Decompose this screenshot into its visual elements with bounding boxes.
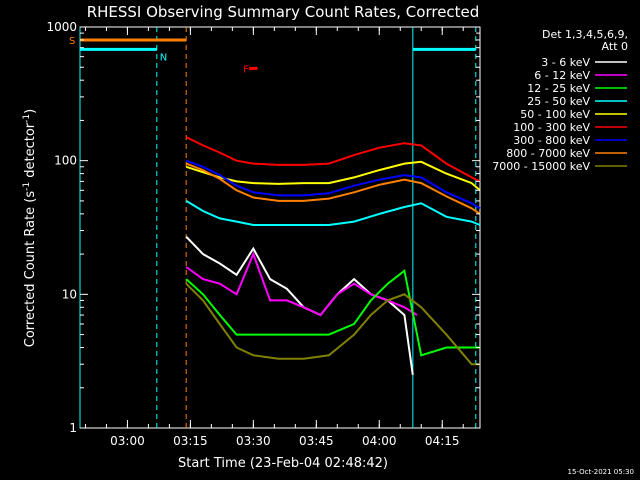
series-line [185, 251, 418, 317]
x-axis: 03:00 03:15 03:30 03:45 04:00 04:15 [84, 27, 464, 448]
series-line [185, 136, 481, 183]
series-line [185, 269, 480, 357]
plot-border [79, 26, 481, 429]
legend-header-line2: Att 0 [602, 40, 628, 53]
legend-label: 25 - 50 keV [527, 95, 590, 108]
y-axis-label: Corrected Count Rate (s-1 detector-1) [22, 109, 38, 347]
x-tick-label: 03:15 [173, 434, 208, 448]
y-tick-label: 1000 [46, 20, 77, 34]
legend-label: 7000 - 15000 keV [492, 160, 590, 173]
series-line [185, 162, 481, 215]
legend-label: 6 - 12 keV [534, 69, 590, 82]
series-line [185, 200, 481, 226]
y-tick-label: 100 [54, 154, 77, 168]
x-tick-label: 03:45 [299, 434, 334, 448]
x-tick-label: 04:15 [425, 434, 460, 448]
legend-label: 50 - 100 keV [520, 108, 590, 121]
series-line [185, 159, 481, 210]
chart-title: RHESSI Observing Summary Count Rates, Co… [87, 3, 480, 21]
legend-label: 100 - 300 keV [513, 121, 590, 134]
y-axis: 1 10 100 1000 [46, 20, 480, 435]
plot-frame [79, 26, 481, 429]
legend-label: 800 - 7000 keV [506, 147, 590, 160]
y-tick-label: 1 [69, 421, 77, 435]
legend-label: 300 - 800 keV [513, 134, 590, 147]
annotation-label: N [160, 52, 167, 63]
x-tick-label: 04:00 [362, 434, 397, 448]
series-group [185, 136, 481, 375]
legend-header-line1: Det 1,3,4,5,6,9, [542, 28, 628, 41]
annotation-bars: S N F [69, 36, 476, 75]
time-markers [79, 27, 477, 428]
annotation-label: S [69, 36, 75, 47]
annotation-label: F [243, 64, 249, 75]
legend-label: 3 - 6 keV [541, 56, 590, 69]
x-tick-label: 03:00 [110, 434, 145, 448]
x-axis-label: Start Time (23-Feb-04 02:48:42) [178, 456, 388, 471]
y-tick-label: 10 [62, 287, 77, 301]
timestamp: 15-Oct-2021 05:30 [568, 468, 634, 476]
legend-label: 12 - 25 keV [527, 82, 590, 95]
series-line [185, 282, 480, 366]
x-tick-label: 03:30 [236, 434, 271, 448]
